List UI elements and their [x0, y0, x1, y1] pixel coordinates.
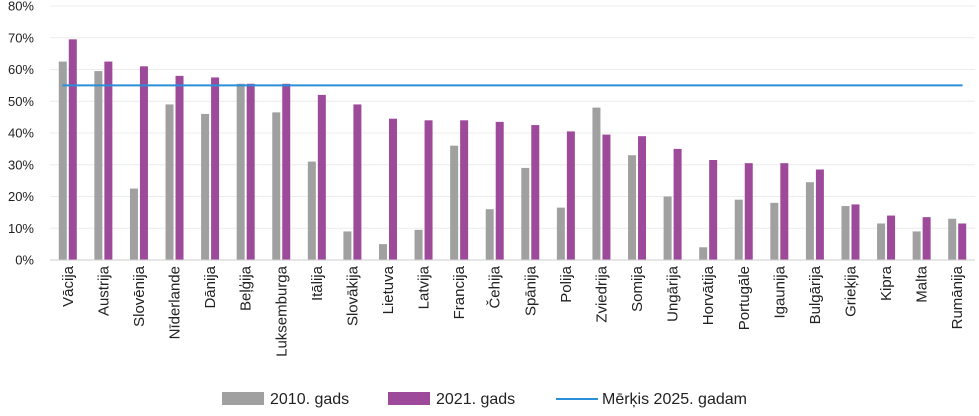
- bar-2010: [201, 113, 210, 260]
- bar-2021: [139, 66, 148, 260]
- legend-label-target: Mērķis 2025. gadam: [602, 391, 747, 408]
- y-tick-label: 60%: [8, 62, 34, 77]
- y-tick-label: 70%: [8, 30, 34, 45]
- bar-2010: [129, 188, 138, 260]
- x-tick-label: Igaunija: [771, 265, 788, 318]
- x-tick-label: Portugāle: [736, 266, 753, 330]
- bar-2021: [460, 120, 469, 260]
- bar-2021: [246, 83, 255, 260]
- bar-2021: [531, 125, 540, 260]
- x-tick-label: Slovākija: [344, 265, 361, 326]
- bar-2010: [734, 199, 743, 260]
- bar-2021: [211, 77, 220, 260]
- x-tick-label: Ungārija: [665, 265, 682, 322]
- x-tick-label: Somija: [629, 265, 646, 312]
- bar-2021: [815, 169, 824, 260]
- x-tick-label: Lietuva: [380, 265, 397, 314]
- bar-2010: [912, 231, 921, 260]
- x-tick-label: Vācija: [60, 265, 77, 307]
- bar-2010: [58, 61, 67, 260]
- bar-2010: [663, 196, 672, 260]
- x-tick-label: Francija: [451, 265, 468, 319]
- bar-2021: [566, 131, 575, 260]
- bar-2021: [353, 104, 362, 260]
- bar-2021: [922, 217, 931, 260]
- x-tick-label: Zviedrija: [593, 265, 610, 322]
- x-tick-label: Kipra: [878, 265, 895, 301]
- bar-2010: [521, 167, 530, 260]
- bar-2010: [450, 145, 459, 260]
- bar-2021: [104, 61, 113, 260]
- bar-2021: [175, 75, 184, 260]
- x-tick-label: Beļģija: [238, 265, 255, 311]
- bar-2010: [805, 182, 814, 260]
- x-tick-label: Bulgārija: [807, 265, 824, 324]
- y-tick-label: 80%: [8, 0, 34, 14]
- x-tick-label: Horvātija: [700, 265, 717, 325]
- bar-2010: [307, 161, 316, 260]
- bar-2010: [485, 209, 494, 260]
- y-tick-label: 0%: [15, 253, 34, 268]
- bar-2010: [770, 202, 779, 260]
- bar-2021: [424, 120, 433, 260]
- y-tick-label: 50%: [8, 94, 34, 109]
- bar-2010: [948, 218, 957, 260]
- bar-2021: [673, 148, 682, 260]
- legend-label-2021: 2021. gads: [436, 391, 515, 408]
- gridlines: [50, 5, 975, 229]
- x-tick-label: Polija: [558, 265, 575, 302]
- bar-2021: [317, 94, 326, 261]
- bar-2010: [378, 244, 387, 260]
- x-tick-label: Latvija: [416, 265, 433, 309]
- y-axis-ticks: 0% 10% 20% 30% 40% 50% 60% 70% 80%: [8, 0, 34, 268]
- y-tick-label: 10%: [8, 221, 34, 236]
- bar-2021: [958, 223, 967, 260]
- bar-2021: [709, 159, 718, 260]
- x-tick-label: Itālija: [309, 265, 326, 301]
- y-tick-label: 20%: [8, 189, 34, 204]
- bar-2010: [699, 247, 708, 260]
- bar-2010: [94, 71, 103, 261]
- bar-2010: [414, 229, 423, 260]
- x-tick-label: Spānija: [522, 265, 539, 316]
- bar-2021: [851, 204, 860, 260]
- bar-2021: [887, 215, 896, 260]
- bar-2010: [841, 206, 850, 260]
- y-tick-label: 40%: [8, 126, 34, 141]
- bar-2021: [68, 39, 77, 261]
- x-tick-label: Rumānija: [949, 265, 966, 329]
- bar-2021: [602, 134, 611, 260]
- x-tick-label: Luksemburga: [273, 265, 290, 357]
- bars: [58, 39, 967, 261]
- bar-2010: [628, 155, 637, 260]
- bar-2010: [556, 207, 565, 260]
- bar-2010: [343, 231, 352, 260]
- x-tick-label: Grieķija: [842, 265, 859, 317]
- bar-2010: [877, 223, 886, 260]
- x-tick-label: Nīderlande: [167, 266, 184, 339]
- x-tick-label: Austrija: [95, 265, 112, 316]
- x-tick-label: Dānija: [202, 265, 219, 308]
- x-tick-label: Slovēnija: [131, 265, 148, 327]
- legend-label-2010: 2010. gads: [270, 391, 349, 408]
- bar-2010: [236, 83, 245, 260]
- legend: 2010. gads 2021. gads Mērķis 2025. gadam: [222, 391, 747, 408]
- x-tick-label: Čehija: [487, 265, 504, 308]
- x-tick-label: Malta: [914, 265, 931, 302]
- bar-2010: [272, 112, 281, 260]
- bar-2010: [592, 107, 601, 260]
- legend-swatch-2010: [222, 392, 264, 405]
- bar-2021: [388, 118, 397, 261]
- bar-2021: [744, 163, 753, 260]
- legend-swatch-2021: [388, 392, 430, 405]
- bar-2021: [282, 83, 291, 260]
- bar-2021: [780, 163, 789, 260]
- y-tick-label: 30%: [8, 157, 34, 172]
- bar-2021: [495, 121, 504, 260]
- x-axis-labels: Vācija Austrija Slovēnija Nīderlande Dānija B…: [60, 265, 966, 357]
- bar-2010: [165, 104, 174, 260]
- bar-2021: [638, 136, 647, 260]
